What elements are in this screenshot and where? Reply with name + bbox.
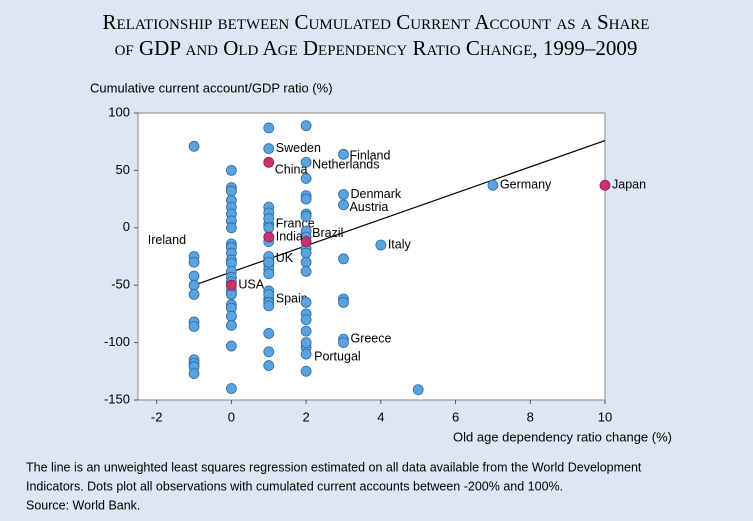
point xyxy=(263,346,275,358)
point xyxy=(300,266,312,277)
point xyxy=(338,297,349,308)
point xyxy=(225,279,237,291)
point-label: Sweden xyxy=(276,141,321,155)
point-label: Denmark xyxy=(350,187,401,201)
trend-line xyxy=(193,139,606,286)
point xyxy=(225,185,237,197)
point-label: Ireland xyxy=(148,233,186,247)
point xyxy=(263,300,275,312)
y-axis-label: Cumulative current account/GDP ratio (%) xyxy=(90,80,333,95)
chart-title: of GDP and Old Age Dependency Ratio Chan… xyxy=(115,36,638,60)
x-tick-label: 6 xyxy=(452,409,459,424)
point xyxy=(338,337,349,349)
point xyxy=(300,156,312,168)
point xyxy=(188,279,200,291)
point xyxy=(300,348,312,360)
point xyxy=(225,340,237,352)
point xyxy=(263,122,275,134)
x-tick-label: 8 xyxy=(527,409,534,424)
point xyxy=(300,365,312,377)
point xyxy=(263,231,275,243)
point xyxy=(263,360,275,371)
point xyxy=(225,164,237,176)
point xyxy=(263,222,275,234)
point xyxy=(263,213,275,225)
point xyxy=(263,268,275,280)
x-axis-label: Old age dependency ratio change (%) xyxy=(453,429,672,444)
point xyxy=(300,173,312,184)
y-tick-label: -100 xyxy=(104,334,130,349)
y-tick-label: -50 xyxy=(111,277,130,292)
point xyxy=(300,337,312,349)
x-tick-label: 2 xyxy=(303,409,310,424)
point xyxy=(487,179,499,191)
y-tick-label: -150 xyxy=(104,391,130,406)
point xyxy=(599,179,611,191)
point xyxy=(412,384,424,396)
point xyxy=(300,314,312,326)
x-tick-label: 4 xyxy=(377,409,384,424)
x-tick-label: 0 xyxy=(228,409,235,424)
point-label: Netherlands xyxy=(312,158,379,172)
point xyxy=(300,256,312,268)
point xyxy=(188,270,200,282)
point xyxy=(263,156,275,168)
chart-title: Relationship between Cumulated Current A… xyxy=(103,10,650,34)
x-tick-label: -2 xyxy=(151,409,163,424)
point-label: Italy xyxy=(388,237,412,251)
point xyxy=(338,189,349,200)
x-tick-label: 10 xyxy=(598,409,612,424)
point-label: China xyxy=(275,163,308,177)
point-label: Spain xyxy=(276,291,308,305)
point xyxy=(225,319,237,331)
point xyxy=(300,120,312,132)
point xyxy=(300,247,312,259)
y-tick-label: 0 xyxy=(123,219,130,234)
point-label: USA xyxy=(238,277,264,291)
y-tick-label: 100 xyxy=(108,104,130,119)
point-label: Brazil xyxy=(312,226,343,240)
point-label: UK xyxy=(276,251,294,265)
y-tick-label: 50 xyxy=(116,162,130,177)
source: Source: World Bank. xyxy=(26,498,140,512)
point-label: India xyxy=(276,229,303,243)
point-label: Greece xyxy=(350,331,391,345)
point xyxy=(225,383,237,394)
point-label: Germany xyxy=(500,178,552,192)
point xyxy=(263,328,275,339)
point xyxy=(188,368,200,379)
point xyxy=(300,325,312,337)
note: Indicators. Dots plot all observations w… xyxy=(26,479,563,493)
note: The line is an unweighted least squares … xyxy=(26,460,642,474)
point xyxy=(263,256,275,268)
point-label: Finland xyxy=(349,149,390,163)
point-label: Japan xyxy=(612,178,646,192)
point xyxy=(188,140,200,152)
point xyxy=(338,148,349,160)
point xyxy=(300,193,312,205)
point-label: Portugal xyxy=(314,349,361,363)
point xyxy=(225,222,237,234)
point-label: Austria xyxy=(349,200,388,214)
point xyxy=(188,288,200,300)
point xyxy=(263,143,275,154)
point xyxy=(300,236,312,247)
point xyxy=(375,239,387,251)
point xyxy=(225,288,237,300)
point xyxy=(188,321,200,332)
point xyxy=(188,256,200,268)
point xyxy=(300,210,312,222)
point xyxy=(300,297,312,308)
point xyxy=(338,199,349,211)
plot-area xyxy=(137,112,606,401)
point xyxy=(338,253,349,265)
point xyxy=(225,310,237,322)
